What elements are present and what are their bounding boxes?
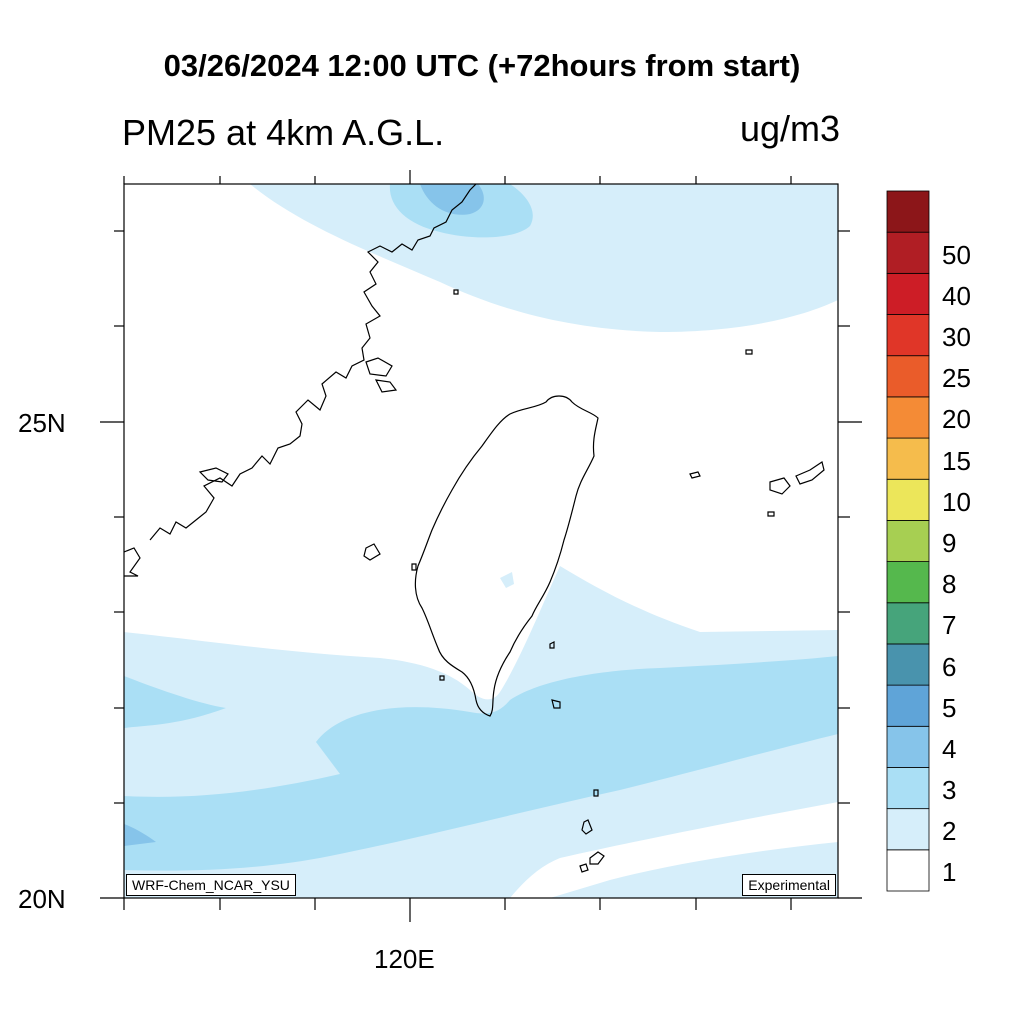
axis-ticks xyxy=(100,170,862,922)
map-title: 03/26/2024 12:00 UTC (+72hours from star… xyxy=(163,48,801,83)
colorbar-swatch-6 xyxy=(886,602,930,645)
colorbar-label-9: 9 xyxy=(942,528,957,558)
colorbar-swatch-9 xyxy=(886,478,930,521)
colorbar-swatch-5 xyxy=(886,643,930,686)
colorbar-label-50: 50 xyxy=(942,239,971,270)
colorbar-label-20: 20 xyxy=(942,404,971,435)
colorbar-label-2: 2 xyxy=(942,816,957,847)
colorbar-label-1: 1 xyxy=(942,857,957,888)
colorbar-swatch-4 xyxy=(886,684,930,727)
contour-se-1-2 xyxy=(580,748,838,820)
colorbar-swatch-10 xyxy=(886,437,930,480)
contour-south-2-3-main xyxy=(124,656,838,871)
taiwan-coastline xyxy=(414,395,599,717)
model-tag: WRF-Chem_NCAR_YSU xyxy=(126,874,296,896)
contour-south-2-3 xyxy=(124,676,226,728)
colorbar-swatch-3 xyxy=(886,725,930,768)
colorbar-label-5: 5 xyxy=(942,692,957,723)
colorbar-label-10: 10 xyxy=(942,486,971,517)
lat-label-25n: 25N xyxy=(18,408,66,438)
contour-north-3-4 xyxy=(420,184,484,215)
colorbar-swatch-13 xyxy=(886,314,930,357)
china-coastline xyxy=(124,184,477,577)
lat-label-20n: 20N xyxy=(18,884,66,914)
contour-sw-3-4 xyxy=(124,824,156,846)
variable-label: PM25 at 4km A.G.L. xyxy=(122,112,445,153)
colorbar-swatch-1 xyxy=(886,808,930,851)
plot-frame xyxy=(123,183,839,899)
colorbar-label-8: 8 xyxy=(942,569,957,600)
experimental-tag: Experimental xyxy=(742,874,836,896)
colorbar-label-30: 30 xyxy=(942,322,971,353)
colorbar-swatch-7 xyxy=(886,561,930,604)
colorbar-swatch-16 xyxy=(886,190,930,233)
colorbar-label-7: 7 xyxy=(942,610,957,641)
lon-label-120e: 120E xyxy=(374,944,435,974)
colorbar xyxy=(886,190,930,892)
pm25-contours xyxy=(124,184,838,898)
contour-se-0-1 xyxy=(510,802,838,898)
contour-north-1-2 xyxy=(124,184,838,332)
colorbar-label-40: 40 xyxy=(942,280,971,311)
colorbar-swatch-8 xyxy=(886,520,930,562)
colorbar-label-6: 6 xyxy=(942,651,957,682)
coastlines xyxy=(124,184,825,873)
colorbar-label-3: 3 xyxy=(942,775,957,806)
contour-small-1-2 xyxy=(500,572,514,588)
colorbar-label-25: 25 xyxy=(942,363,971,394)
colorbar-swatch-15 xyxy=(886,231,930,274)
colorbar-swatch-2 xyxy=(886,767,930,810)
colorbar-label-4: 4 xyxy=(942,733,957,764)
colorbar-swatch-0 xyxy=(886,849,930,892)
colorbar-swatch-14 xyxy=(886,272,930,315)
colorbar-label-15: 15 xyxy=(942,445,971,476)
colorbar-swatch-12 xyxy=(886,355,930,398)
colorbar-swatch-11 xyxy=(886,396,930,439)
units-label: ug/m3 xyxy=(739,108,840,149)
